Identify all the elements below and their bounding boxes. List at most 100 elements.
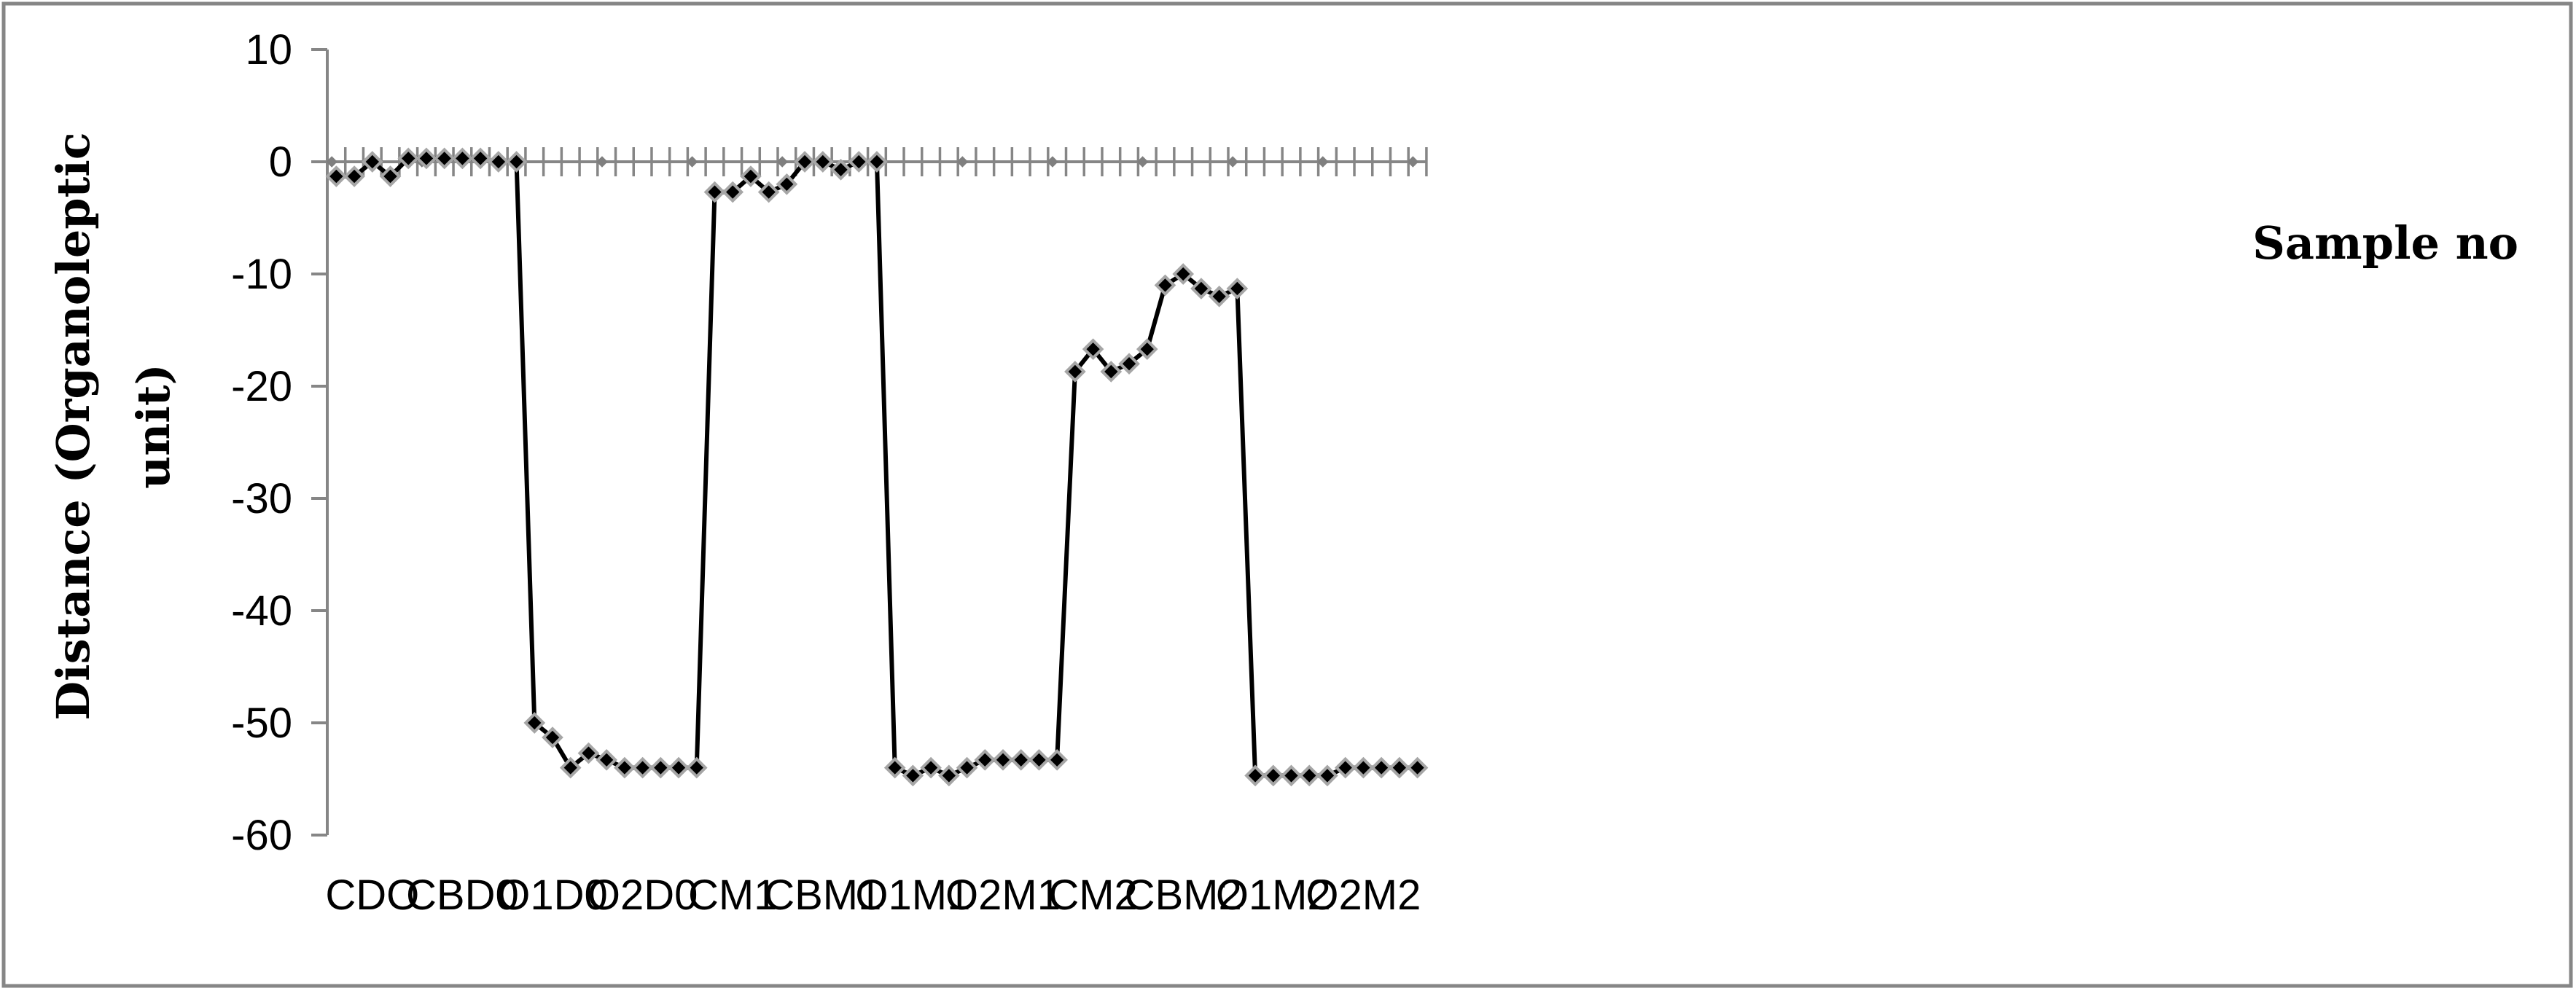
data-point: [703, 181, 726, 203]
zero-axis-marker: [1407, 156, 1419, 168]
data-point: [397, 147, 420, 170]
data-point: [379, 165, 402, 187]
zero-axis-marker: [1136, 156, 1149, 168]
data-point: [1010, 748, 1032, 771]
data-point: [794, 151, 816, 173]
y-tick-label: 10: [245, 26, 292, 74]
data-point: [722, 181, 744, 203]
x-tick-label: CM1: [688, 871, 777, 919]
data-point: [1316, 764, 1338, 787]
data-point: [505, 151, 528, 173]
data-point: [488, 151, 510, 173]
x-tick-label: CBM1: [764, 871, 881, 919]
data-point: [776, 173, 798, 195]
data-point: [1406, 756, 1429, 779]
x-tick-label: O1M1: [855, 871, 970, 919]
data-point: [902, 764, 924, 787]
y-axis-title-line-1: Distance (Organoleptic: [47, 132, 100, 720]
data-point: [668, 756, 690, 779]
data-point: [523, 712, 546, 734]
data-point: [1064, 361, 1086, 383]
y-tick-label: -50: [231, 700, 292, 747]
y-tick-label: -20: [231, 363, 292, 410]
data-point: [1028, 748, 1050, 771]
x-axis-title: Sample no: [2252, 216, 2518, 270]
data-point: [1280, 764, 1303, 787]
data-point: [1190, 278, 1212, 299]
data-point: [577, 742, 600, 764]
data-series: [325, 147, 1429, 787]
x-tick-label: O2M2: [1305, 871, 1421, 919]
data-point: [1208, 285, 1230, 308]
data-point: [1136, 338, 1158, 361]
data-point: [757, 181, 780, 203]
data-point: [361, 151, 383, 173]
data-point: [920, 756, 942, 779]
y-tick-label: -40: [231, 587, 292, 635]
data-point: [631, 756, 654, 779]
data-point: [1100, 361, 1123, 383]
x-tick-label: CBD0: [406, 871, 519, 919]
data-point: [614, 756, 636, 779]
data-point: [1334, 756, 1357, 779]
y-tick-label: -30: [231, 475, 292, 522]
data-point: [1046, 748, 1068, 771]
data-point: [415, 147, 437, 170]
data-point: [542, 726, 563, 748]
data-point: [938, 764, 960, 787]
data-point: [1370, 756, 1392, 779]
x-tick-label: O1D0: [497, 871, 608, 919]
data-point: [811, 151, 834, 173]
data-point: [848, 151, 870, 173]
data-point: [830, 158, 852, 181]
zero-axis-marker: [1227, 156, 1238, 168]
data-point: [685, 756, 708, 779]
data-point: [1226, 278, 1249, 299]
data-point: [992, 748, 1014, 771]
x-tick-label: CDO: [325, 871, 419, 919]
data-point: [740, 165, 762, 187]
x-tick-label: O2D0: [588, 871, 698, 919]
data-point: [974, 748, 996, 771]
data-point: [883, 756, 906, 779]
data-point: [596, 748, 617, 771]
data-point: [1298, 764, 1321, 787]
data-point: [1352, 756, 1375, 779]
y-tick-label: 0: [269, 138, 292, 186]
y-tick-label: -10: [231, 251, 292, 298]
data-point: [1389, 756, 1410, 779]
data-point: [956, 756, 978, 779]
data-point: [1154, 274, 1176, 297]
data-point: [1082, 338, 1104, 361]
x-tick-labels: CDOCBD0O1D0O2D0CM1CBM1O1M1O2M1CM2CBM2O1M…: [325, 871, 1421, 919]
x-tick-label: O1M2: [1216, 871, 1331, 919]
x-tick-label: O2M1: [945, 871, 1061, 919]
data-point: [1172, 263, 1195, 285]
data-point: [451, 147, 474, 170]
data-point: [469, 147, 491, 170]
y-axis-title-line-2: unit): [127, 364, 180, 489]
data-point: [325, 165, 348, 187]
data-point: [649, 756, 672, 779]
data-point: [433, 147, 456, 170]
zero-axis-marker: [956, 156, 969, 168]
data-point: [343, 165, 365, 187]
y-tick-label: -60: [231, 812, 292, 859]
y-axis: 10 0 -10 -20 -30 -40 -50 -60: [231, 26, 329, 859]
zero-axis-marker: [776, 156, 788, 168]
x-tick-label: CM2: [1048, 871, 1137, 919]
zero-axis-marker: [596, 156, 608, 168]
zero-axis-marker: [1317, 156, 1329, 168]
data-point: [559, 756, 582, 779]
data-point: [866, 151, 888, 173]
zero-axis-marker: [686, 156, 698, 168]
zero-axis-marker: [1047, 156, 1058, 168]
data-point: [1244, 764, 1266, 787]
data-point: [1118, 353, 1140, 375]
x-tick-label: CBM2: [1125, 871, 1242, 919]
data-point: [1262, 764, 1284, 787]
zero-axis-marker: [326, 156, 337, 168]
